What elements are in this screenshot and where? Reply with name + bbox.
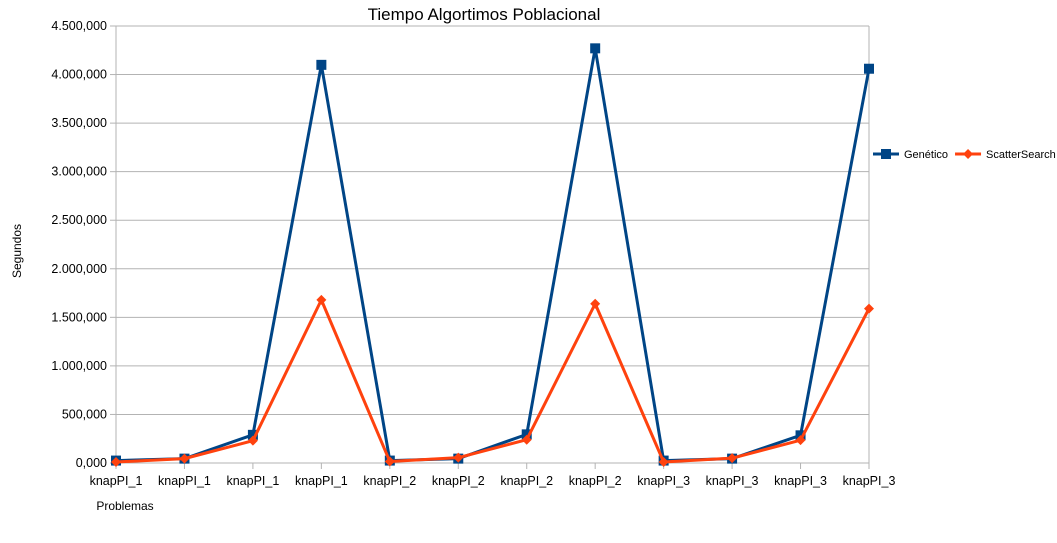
y-tick-label: 1.500,000 — [51, 310, 107, 324]
y-tick-label: 0,000 — [76, 456, 107, 470]
series-line-1 — [115, 298, 871, 464]
y-tick-label: 2.000,000 — [51, 262, 107, 276]
series-line-0 — [115, 46, 871, 463]
x-tick-label: knapPI_2 — [432, 474, 485, 488]
data-point — [590, 43, 601, 54]
data-point — [795, 435, 806, 446]
x-tick-label: knapPI_1 — [226, 474, 279, 488]
data-point — [247, 429, 258, 440]
legend-marker-1 — [963, 149, 974, 159]
x-tick-label: knapPI_2 — [363, 474, 416, 488]
x-tick-label: knapPI_2 — [500, 474, 553, 488]
data-point — [521, 434, 532, 445]
x-tick-label: knapPI_3 — [637, 474, 690, 488]
data-point — [864, 63, 874, 74]
data-point — [727, 453, 738, 464]
data-point — [590, 298, 601, 309]
y-tick-label: 4.000,000 — [51, 68, 107, 82]
y-axis-ticks: 0,000 500,000 1.000,000 1.500,000 2.000,000 2… — [51, 19, 107, 470]
legend: Genético ScatterSearch — [873, 149, 1056, 161]
data-point — [453, 452, 464, 463]
y-tick-label: 500,000 — [62, 407, 107, 421]
legend-marker-0 — [881, 149, 891, 159]
legend-label-1: ScatterSearch — [986, 149, 1056, 161]
data-point — [179, 453, 190, 464]
x-tick-label: knapPI_2 — [569, 474, 622, 488]
x-tick-label: knapPI_3 — [706, 474, 759, 488]
data-point — [521, 429, 532, 440]
y-tick-label: 1.000,000 — [51, 359, 107, 373]
data-point — [247, 435, 258, 446]
y-tick-label: 3.000,000 — [51, 165, 107, 179]
y-tick-label: 4.500,000 — [51, 19, 107, 33]
data-point — [316, 59, 327, 70]
chart-title: Tiempo Algortimos Poblacional — [368, 5, 601, 24]
x-tick-label: knapPI_1 — [158, 474, 211, 488]
y-tick-label: 2.500,000 — [51, 213, 107, 227]
data-point — [316, 294, 327, 305]
x-tick-label: knapPI_3 — [843, 474, 896, 488]
y-tick-label: 3.500,000 — [51, 116, 107, 130]
x-tick-label: knapPI_3 — [774, 474, 827, 488]
x-axis-title: Problemas — [96, 499, 153, 513]
grid-lines — [110, 25, 870, 469]
series-group — [111, 43, 874, 468]
x-axis-ticks: knapPI_1 knapPI_1 knapPI_1 knapPI_1 knapPI_2… — [90, 474, 896, 488]
data-point — [864, 303, 874, 314]
x-tick-label: knapPI_1 — [90, 474, 143, 488]
x-tick-label: knapPI_1 — [295, 474, 348, 488]
data-point — [658, 457, 669, 468]
legend-label-0: Genético — [904, 149, 948, 161]
y-axis-title: Segundos — [10, 224, 24, 278]
data-point — [111, 457, 121, 468]
data-point — [384, 456, 395, 467]
